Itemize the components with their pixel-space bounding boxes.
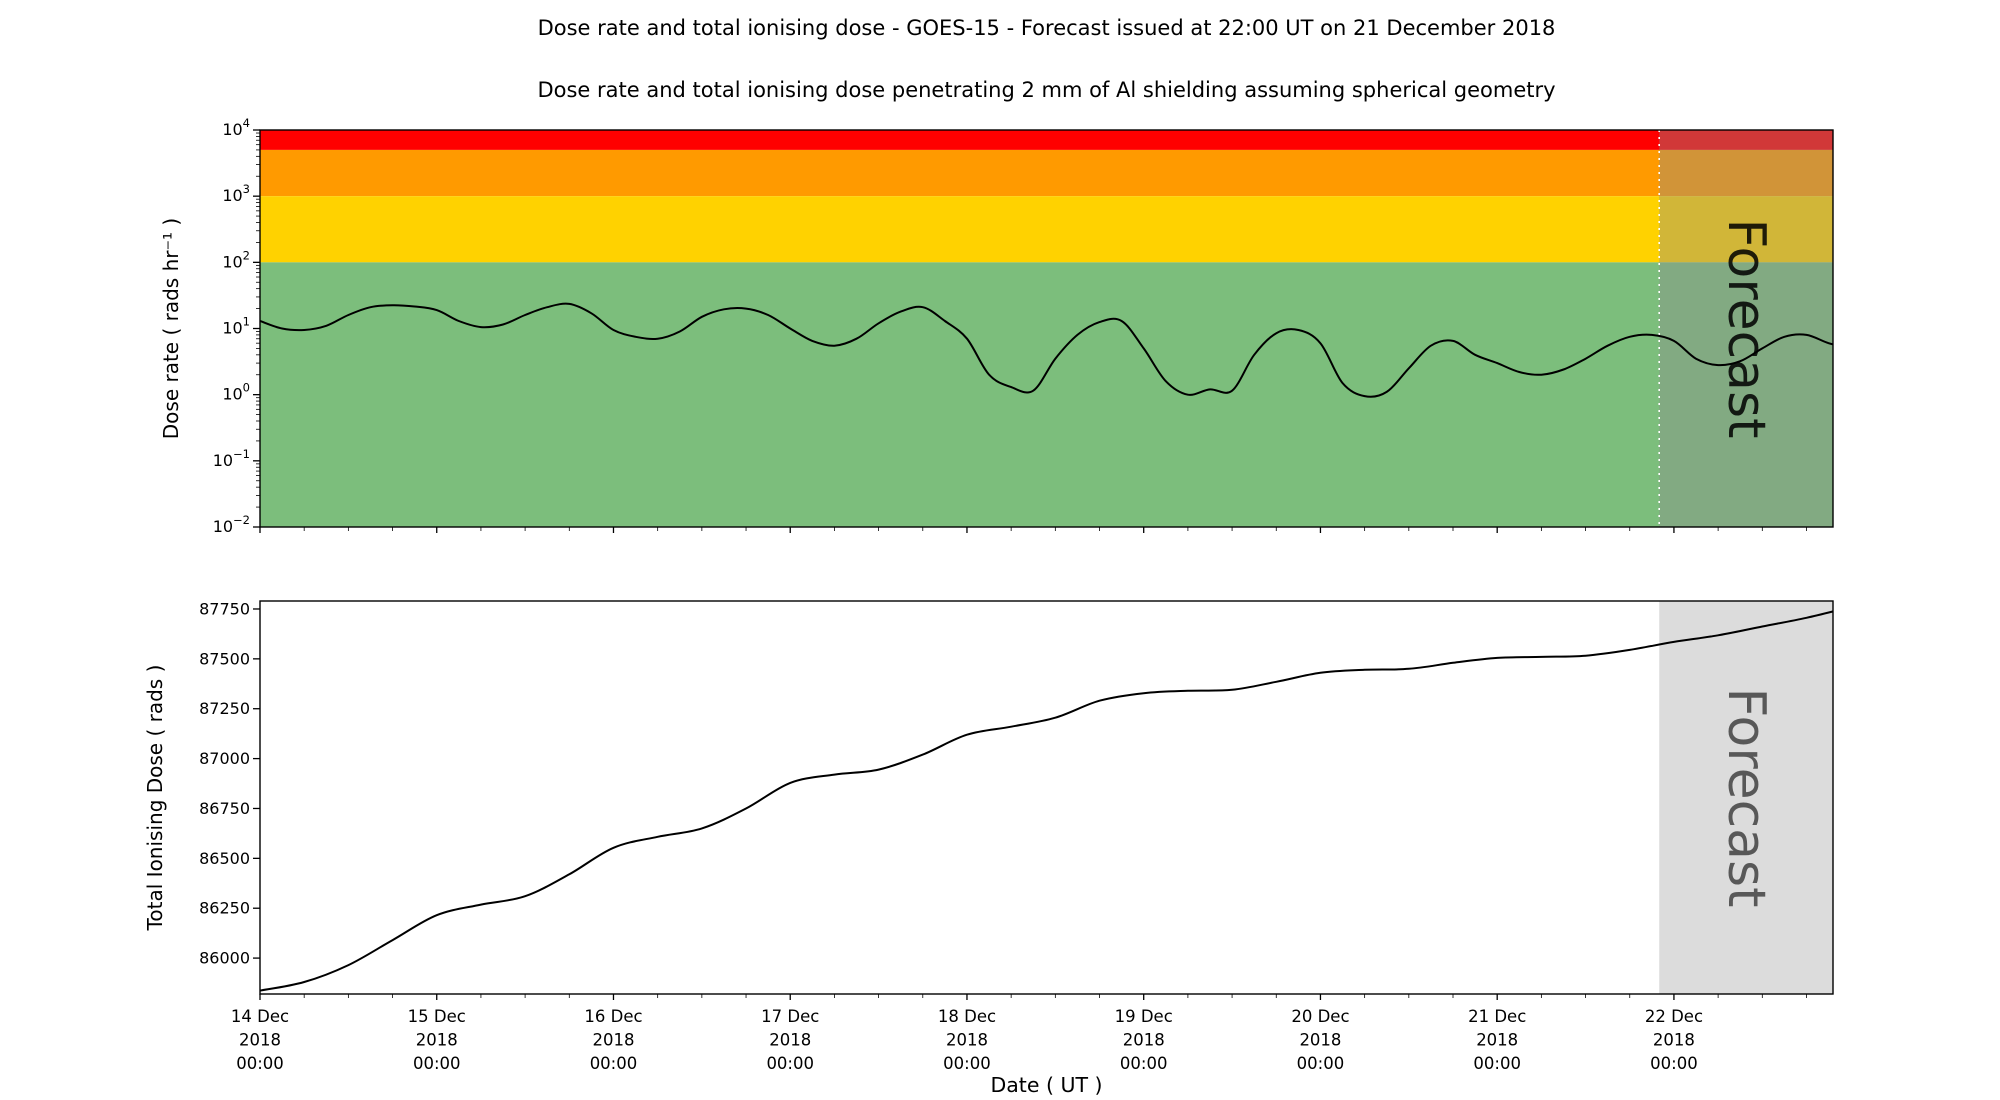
x-tick-label: 15 Dec (408, 1007, 466, 1026)
threshold-band-green (260, 262, 1833, 527)
x-axis-label: Date ( UT ) (990, 1073, 1102, 1097)
y-tick-label: 86000 (199, 949, 250, 968)
x-tick-label: 20 Dec (1291, 1007, 1349, 1026)
x-tick-label: 2018 (592, 1031, 634, 1050)
y-tick-label: 10−1 (213, 447, 250, 470)
y-tick-label: 101 (222, 315, 250, 338)
x-tick-label: 00:00 (1650, 1054, 1698, 1073)
y-tick-label: 87250 (199, 699, 250, 718)
y-tick-label: 86500 (199, 849, 250, 868)
x-tick-label: 00:00 (236, 1054, 284, 1073)
forecast-label-bottom: Forecast (1716, 687, 1776, 907)
x-tick-label: 2018 (1299, 1031, 1341, 1050)
x-tick-label: 00:00 (943, 1054, 991, 1073)
x-tick-label: 2018 (416, 1031, 458, 1050)
x-tick-label: 2018 (946, 1031, 988, 1050)
x-tick-label: 19 Dec (1115, 1007, 1173, 1026)
y-tick-label: 104 (222, 116, 250, 139)
total-dose-y-axis-label: Total Ionising Dose ( rads ) (143, 665, 167, 932)
x-tick-label: 14 Dec (231, 1007, 289, 1026)
y-tick-label: 102 (222, 248, 250, 271)
x-tick-label: 00:00 (1120, 1054, 1168, 1073)
chart-subtitle: Dose rate and total ionising dose penetr… (537, 78, 1556, 102)
x-tick-label: 21 Dec (1468, 1007, 1526, 1026)
dose-rate-y-axis-label: Dose rate ( rads hr⁻¹ ) (159, 218, 183, 439)
x-tick-label: 16 Dec (584, 1007, 642, 1026)
y-tick-label: 86250 (199, 899, 250, 918)
x-tick-label: 00:00 (1473, 1054, 1521, 1073)
y-tick-label: 103 (222, 182, 250, 205)
total-dose-line (260, 610, 1833, 992)
dose-rate-line (260, 302, 1833, 398)
x-tick-label: 2018 (1653, 1031, 1695, 1050)
total-dose-frame (259, 600, 1834, 995)
y-tick-label: 100 (222, 381, 250, 404)
y-tick-label: 87750 (199, 599, 250, 618)
threshold-band-red (260, 130, 1833, 150)
dose-rate-panel: Forecast 104 103 102 101 100 10−1 10−2 Dose rate… (159, 116, 1834, 536)
threshold-band-yellow (260, 196, 1833, 263)
x-tick-label: 00:00 (590, 1054, 638, 1073)
y-tick-label: 10−2 (213, 513, 250, 536)
threshold-band-orange (260, 149, 1833, 197)
y-tick-label: 86750 (199, 799, 250, 818)
x-tick-label: 00:00 (1297, 1054, 1345, 1073)
forecast-region-bottom (1659, 601, 1833, 994)
y-tick-label: 87500 (199, 649, 250, 668)
x-tick-label: 2018 (1476, 1031, 1518, 1050)
forecast-overlay-top (1659, 130, 1833, 527)
x-tick-label: 2018 (1123, 1031, 1165, 1050)
x-tick-label: 18 Dec (938, 1007, 996, 1026)
x-tick-label: 00:00 (413, 1054, 461, 1073)
x-tick-label: 22 Dec (1645, 1007, 1703, 1026)
x-tick-label: 2018 (769, 1031, 811, 1050)
total-dose-panel: Forecast 86000 86250 86500 86750 87000 87250 87… (143, 599, 1834, 1097)
forecast-label-top: Forecast (1716, 218, 1776, 438)
chart-title: Dose rate and total ionising dose - GOES… (537, 16, 1556, 40)
x-tick-label: 2018 (239, 1031, 281, 1050)
x-tick-label: 17 Dec (761, 1007, 819, 1026)
x-tick-label: 00:00 (766, 1054, 814, 1073)
y-tick-label: 87000 (199, 749, 250, 768)
